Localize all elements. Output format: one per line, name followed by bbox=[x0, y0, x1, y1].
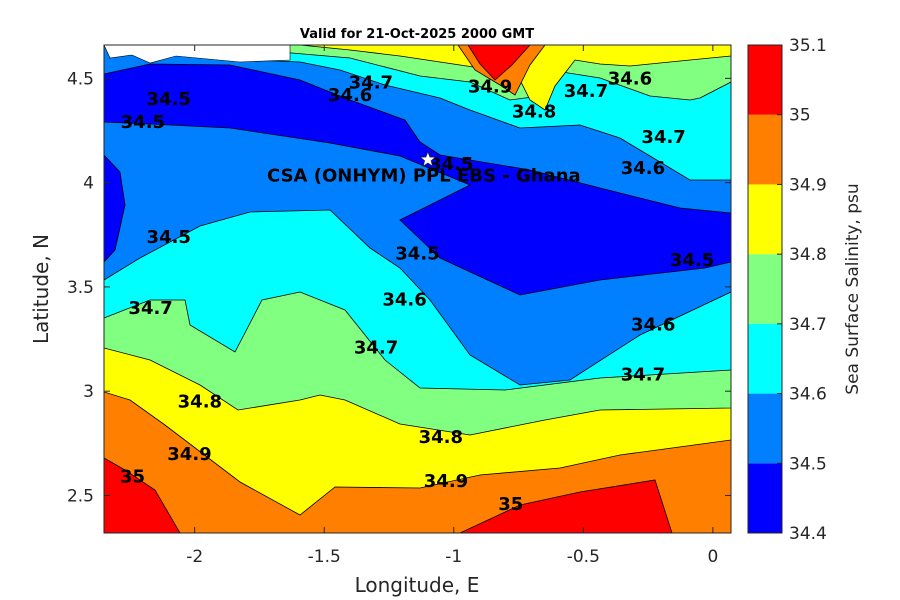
star-icon bbox=[419, 150, 437, 168]
contour-label: 34.7 bbox=[128, 298, 172, 319]
x-axis-label: Longitude, E bbox=[355, 573, 480, 597]
colorbar-tick-label: 34.9 bbox=[789, 175, 827, 195]
colorbar-tick-label: 34.4 bbox=[789, 524, 827, 544]
colorbar-segment bbox=[748, 114, 782, 185]
x-tick-label: -1.5 bbox=[308, 547, 341, 567]
x-tick-label: -0.5 bbox=[567, 547, 600, 567]
contour-label: 34.6 bbox=[631, 314, 675, 335]
missing-data-patch bbox=[104, 45, 291, 64]
band-34.4-34.5 bbox=[104, 154, 126, 263]
colorbar-label: Sea Surface Salinity, psu bbox=[843, 183, 863, 394]
contour-label: 34.7 bbox=[349, 73, 393, 94]
band-35-35.1-se bbox=[459, 479, 673, 533]
site-marker: CSA (ONHYM) PPL EBS - Ghana bbox=[267, 150, 581, 187]
colorbar-segment bbox=[748, 393, 782, 464]
contour-label: 34.8 bbox=[512, 102, 556, 123]
colorbar-segment bbox=[748, 45, 782, 115]
contour-label: 34.8 bbox=[419, 427, 463, 448]
contour-label: 34.9 bbox=[167, 444, 211, 465]
site-label: CSA (ONHYM) PPL EBS - Ghana bbox=[267, 166, 581, 187]
contour-label: 34.5 bbox=[395, 244, 439, 265]
contour-label: 34.9 bbox=[424, 471, 468, 492]
colorbar-tick-label: 34.7 bbox=[789, 315, 827, 335]
contour-label: 34.6 bbox=[621, 158, 665, 179]
contour-label: 34.5 bbox=[121, 112, 165, 133]
plot-frame bbox=[103, 44, 732, 534]
colorbar-tick-label: 35 bbox=[789, 106, 811, 126]
y-tick-label: 2.5 bbox=[67, 486, 94, 506]
y-tick-label: 4.5 bbox=[67, 69, 94, 89]
colorbar-segment bbox=[748, 463, 782, 533]
contour-label: 34.7 bbox=[621, 365, 665, 386]
contour-label: 34.9 bbox=[468, 77, 512, 98]
band-35-35.1-sw bbox=[104, 457, 181, 533]
colorbar-tick-label: 34.8 bbox=[789, 245, 827, 265]
colorbar-tick-label: 35.1 bbox=[789, 36, 827, 56]
contour-fill-layer bbox=[104, 45, 731, 533]
y-tick-label: 4 bbox=[83, 174, 94, 194]
contour-label: 34.7 bbox=[564, 81, 608, 102]
contour-label: 34.6 bbox=[328, 85, 372, 106]
colorbar-segment bbox=[748, 254, 782, 324]
y-tick-label: 3 bbox=[83, 382, 94, 402]
contour-label: 34.5 bbox=[147, 227, 191, 248]
contour-label: 34.5 bbox=[147, 89, 191, 110]
x-tick-label: -1 bbox=[445, 547, 462, 567]
contour-label: 34.7 bbox=[641, 127, 685, 148]
contour-labels: 34.534.534.634.7 34.934.834.734.634.734.6… bbox=[120, 68, 714, 514]
colorbar-segment bbox=[748, 323, 782, 394]
colorbar-frame bbox=[747, 44, 783, 534]
y-axis-ticks: 2.5 3 3.5 4 4.5 bbox=[67, 69, 731, 506]
y-axis-label: Latitude, N bbox=[29, 234, 53, 344]
map-title: Valid for 21-Oct-2025 2000 GMT bbox=[300, 27, 534, 42]
contour-label: 34.8 bbox=[178, 392, 222, 413]
contour-label: 34.6 bbox=[382, 289, 426, 310]
x-tick-label: 0 bbox=[707, 547, 718, 567]
contour-label: 34.5 bbox=[429, 154, 473, 175]
x-axis-ticks: -2 -1.5 -1 -0.5 0 bbox=[186, 45, 718, 567]
band-35-35.1-north bbox=[467, 45, 531, 81]
colorbar-segment bbox=[748, 184, 782, 255]
contour-label: 35 bbox=[498, 494, 523, 515]
y-tick-label: 3.5 bbox=[67, 278, 94, 298]
x-tick-label: -2 bbox=[186, 547, 203, 567]
contour-label: 34.5 bbox=[670, 250, 714, 271]
colorbar: 34.4 34.5 34.6 34.7 34.8 34.9 35 35.1 bbox=[747, 36, 827, 544]
contour-label: 35 bbox=[120, 467, 145, 488]
colorbar-tick-label: 34.5 bbox=[789, 454, 827, 474]
contour-label: 34.6 bbox=[608, 68, 652, 89]
contour-label: 34.7 bbox=[354, 337, 398, 358]
colorbar-tick-label: 34.6 bbox=[789, 385, 827, 405]
